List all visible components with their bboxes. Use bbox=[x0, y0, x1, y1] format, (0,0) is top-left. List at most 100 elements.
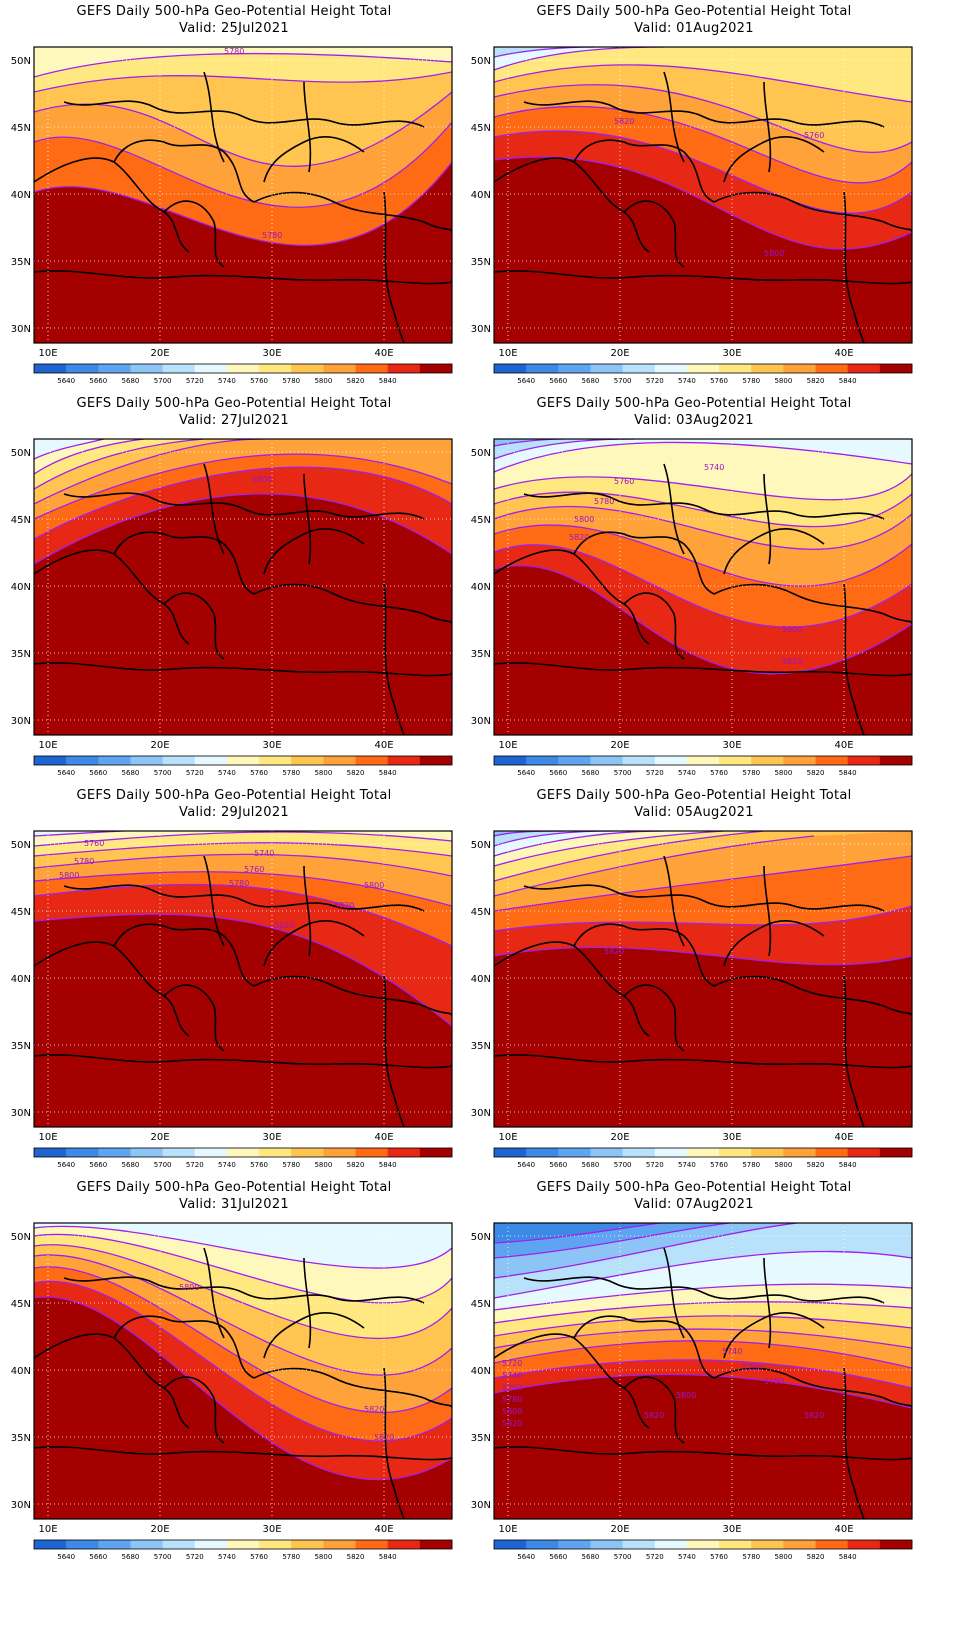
coastline bbox=[713, 975, 912, 1017]
height-field: 5820 bbox=[494, 831, 912, 1127]
coastline bbox=[723, 136, 825, 183]
contour-line bbox=[34, 842, 452, 857]
colorbar-swatch bbox=[419, 364, 453, 373]
colorbar-swatch bbox=[194, 756, 228, 765]
map-panel-03aug: GEFS Daily 500-hPa Geo-Potential Height … bbox=[464, 392, 924, 802]
colorbar-swatch bbox=[226, 1148, 260, 1157]
coastline bbox=[383, 191, 405, 343]
colorbar-swatch bbox=[98, 1540, 131, 1549]
contour-label: 5820 bbox=[374, 1433, 394, 1442]
band-fill bbox=[34, 1223, 452, 1269]
panel-title: GEFS Daily 500-hPa Geo-Potential Height … bbox=[76, 4, 392, 19]
coastline bbox=[623, 592, 685, 660]
coastline bbox=[494, 1333, 650, 1429]
colorbar-label: 5800 bbox=[314, 1161, 332, 1169]
colorbar-swatch bbox=[34, 364, 67, 373]
colorbar-swatch bbox=[323, 756, 356, 765]
contour-label: 5760 bbox=[244, 865, 264, 874]
lat-label: 35N bbox=[471, 1041, 491, 1052]
colorbar-label: 5680 bbox=[582, 377, 600, 385]
colorbar-swatch bbox=[622, 756, 656, 765]
contour-label: 5820 bbox=[782, 657, 802, 666]
contour-label: 5800 bbox=[252, 475, 272, 484]
colorbar-label: 5700 bbox=[154, 377, 172, 385]
colorbar-label: 5680 bbox=[582, 769, 600, 777]
coastline bbox=[713, 1367, 912, 1409]
colorbar-swatch bbox=[879, 1540, 913, 1549]
colorbar-swatch bbox=[34, 756, 67, 765]
colorbar-swatch bbox=[130, 1148, 163, 1157]
colorbar-label: 5780 bbox=[282, 1161, 300, 1169]
colorbar-swatch bbox=[66, 756, 99, 765]
contour-label: 5820 bbox=[502, 1419, 522, 1428]
contour-line bbox=[34, 853, 452, 877]
coastline bbox=[843, 975, 865, 1127]
map-panel-05aug: GEFS Daily 500-hPa Geo-Potential Height … bbox=[464, 784, 924, 1194]
lon-label: 20E bbox=[610, 740, 629, 751]
contour-label: 5780 bbox=[502, 1395, 522, 1404]
contour-line bbox=[34, 883, 452, 947]
colorbar-label: 5780 bbox=[282, 377, 300, 385]
colorbar-label: 5700 bbox=[154, 1553, 172, 1561]
panel-valid-date: Valid: 27Jul2021 bbox=[179, 413, 289, 428]
colorbar-swatch bbox=[783, 1148, 816, 1157]
lat-label: 50N bbox=[11, 56, 31, 67]
lat-label: 30N bbox=[471, 716, 491, 727]
colorbar-swatch bbox=[494, 1540, 527, 1549]
colorbar-swatch bbox=[879, 756, 913, 765]
colorbar-label: 5700 bbox=[614, 1553, 632, 1561]
contour-line bbox=[34, 1225, 452, 1269]
coastline bbox=[494, 270, 912, 285]
lat-label: 40N bbox=[11, 1366, 31, 1377]
lon-label: 40E bbox=[374, 348, 393, 359]
colorbar-swatch bbox=[291, 1148, 324, 1157]
colorbar-swatch bbox=[355, 1148, 388, 1157]
contour-line bbox=[34, 121, 452, 208]
contour-label: 5740 bbox=[502, 1371, 522, 1380]
colorbar-swatch bbox=[66, 1540, 99, 1549]
colorbar-swatch bbox=[494, 1148, 527, 1157]
colorbar-frame bbox=[493, 755, 913, 766]
coastline bbox=[494, 157, 650, 253]
colorbar-swatch bbox=[355, 1540, 388, 1549]
colorbar-label: 5820 bbox=[807, 377, 825, 385]
colorbar-swatch bbox=[355, 756, 388, 765]
colorbar-swatch bbox=[751, 1540, 784, 1549]
colorbar-label: 5640 bbox=[57, 377, 75, 385]
map-panel-25jul: GEFS Daily 500-hPa Geo-Potential Height … bbox=[4, 0, 464, 410]
colorbar-swatch bbox=[34, 1540, 67, 1549]
lon-label: 40E bbox=[374, 740, 393, 751]
contour-line bbox=[494, 473, 912, 501]
contour-label: 5780 bbox=[229, 879, 249, 888]
colorbar-swatch bbox=[590, 756, 623, 765]
contour-line bbox=[494, 1328, 912, 1349]
contour-line bbox=[494, 441, 912, 473]
coastline bbox=[63, 100, 425, 128]
colorbar-swatch bbox=[558, 1148, 591, 1157]
coastline bbox=[34, 1054, 452, 1069]
colorbar-swatch bbox=[815, 1148, 848, 1157]
colorbar-label: 5660 bbox=[549, 377, 567, 385]
band-fill bbox=[494, 831, 912, 846]
coastline bbox=[573, 1315, 715, 1379]
panel-title: GEFS Daily 500-hPa Geo-Potential Height … bbox=[76, 1180, 392, 1195]
band-fill bbox=[34, 439, 452, 459]
coastline bbox=[303, 473, 312, 565]
contour-line bbox=[34, 439, 105, 460]
lon-label: 40E bbox=[834, 348, 853, 359]
coastline bbox=[663, 463, 685, 555]
contour-line bbox=[494, 831, 765, 882]
coastline bbox=[623, 200, 685, 268]
coastline bbox=[763, 473, 772, 565]
contour-label: 5760 bbox=[614, 477, 634, 486]
colorbar-swatch bbox=[686, 1148, 720, 1157]
contour-line bbox=[494, 1223, 666, 1244]
panel-title: GEFS Daily 500-hPa Geo-Potential Height … bbox=[536, 4, 852, 19]
colorbar-swatch bbox=[719, 1540, 752, 1549]
colorbar-label: 5740 bbox=[218, 1553, 236, 1561]
colorbar-label: 5660 bbox=[89, 1161, 107, 1169]
lat-label: 50N bbox=[471, 56, 491, 67]
colorbar-swatch bbox=[194, 1148, 228, 1157]
height-field: 5800 bbox=[34, 439, 452, 735]
colorbar-swatch bbox=[162, 756, 196, 765]
